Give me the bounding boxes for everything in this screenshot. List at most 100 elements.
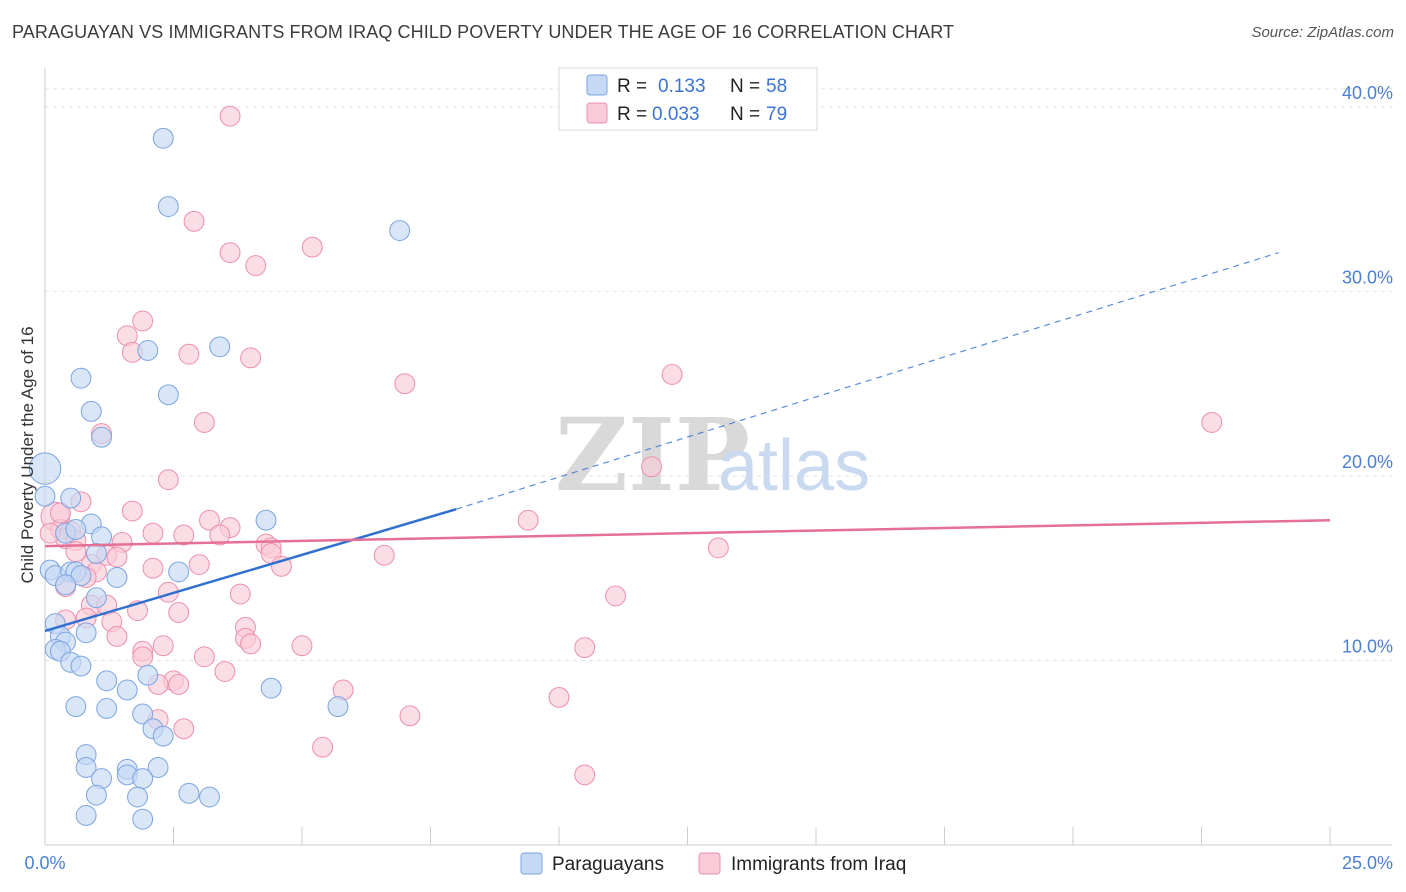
paraguayan-point (147, 757, 169, 778)
iraq-point (132, 310, 154, 332)
paraguayan-point (157, 384, 179, 406)
iraq-point (132, 646, 154, 668)
paraguayan-point (28, 452, 62, 485)
iraq-point (548, 686, 570, 708)
legend-r-label-blue: R = (617, 76, 647, 97)
tick-labels: 10.0% 20.0% 30.0% 40.0% 0.0% 25.0% (24, 83, 1393, 873)
paraguayan-point (132, 808, 154, 830)
legend-n-value-blue: 58 (766, 76, 787, 97)
paraguayan-point (157, 196, 179, 217)
iraq-point (214, 661, 236, 682)
paraguayan-point (65, 519, 87, 540)
iraq-point (291, 635, 313, 657)
paraguayan-point (60, 487, 82, 509)
iraq-point (173, 524, 195, 546)
paraguayan-point (85, 784, 107, 806)
iraq-point (517, 509, 539, 531)
iraq-point (641, 456, 662, 478)
iraq-point (229, 583, 251, 605)
x-tick-label-max: 25.0% (1342, 853, 1393, 873)
paraguayan-point (132, 768, 154, 790)
y-axis-label: Child Poverty Under the Age of 16 (18, 326, 37, 583)
iraq-point (173, 718, 195, 740)
legend-swatch-blue (586, 74, 608, 96)
iraq-point (574, 764, 596, 786)
iraq-point (121, 500, 143, 522)
paraguayan-trend-line (44, 507, 457, 633)
iraq-point (219, 242, 241, 264)
bottom-legend-swatch-blue (520, 852, 543, 875)
paraguayan-trend-extension (456, 252, 1279, 510)
paraguayan-point (199, 786, 220, 808)
iraq-point (1201, 412, 1223, 433)
iraq-point (219, 105, 241, 127)
watermark-zip: ZIP (555, 396, 750, 514)
iraq-point (168, 674, 190, 695)
y-tick-label: 10.0% (1342, 636, 1393, 656)
paraguayan-point (327, 696, 349, 718)
iraq-point (106, 626, 128, 647)
paraguayan-point (96, 670, 118, 692)
paraguayan-point (389, 220, 411, 241)
iraq-point (168, 602, 190, 623)
paraguayan-point (255, 509, 277, 531)
paraguayan-point (127, 786, 148, 808)
paraguayan-point (137, 340, 159, 361)
iraq-point (661, 364, 683, 385)
grid-lines (45, 88, 1392, 661)
iraq-point (49, 502, 71, 524)
paraguayan-point (65, 696, 87, 718)
paraguayan-point (80, 400, 102, 422)
paraguayan-point (55, 574, 76, 596)
paraguayan-point (85, 543, 107, 564)
iraq-point (142, 522, 164, 544)
paraguayan-point (34, 485, 56, 507)
legend-n-value-pink: 79 (766, 104, 787, 125)
y-tick-label: 20.0% (1342, 452, 1393, 472)
legend-r-label-pink: R = (617, 104, 647, 125)
paraguayan-point (137, 664, 159, 686)
iraq-point (240, 633, 262, 655)
paraguayan-point (132, 703, 154, 725)
paraguayan-point (178, 782, 200, 804)
iraq-point (399, 705, 421, 727)
iraq-point (142, 557, 164, 579)
iraq-point (209, 524, 231, 546)
iraq-point (574, 637, 596, 658)
paraguayan-point (168, 561, 190, 583)
paraguayan-point (260, 677, 282, 699)
paraguayan-point (70, 655, 92, 677)
source-label: Source: ZipAtlas.com (1251, 24, 1394, 41)
x-tick-label-min: 0.0% (24, 853, 65, 873)
iraq-point (178, 343, 200, 365)
paraguayan-point (106, 567, 128, 588)
legend-swatch-pink (586, 102, 608, 124)
iraq-point (245, 255, 267, 277)
correlation-legend: R = 0.133 N = 58 R = 0.033 N = 79 (558, 67, 818, 131)
paraguayan-point (91, 426, 112, 448)
iraq-point (152, 635, 174, 657)
iraq-point (157, 469, 179, 491)
iraq-point (199, 509, 220, 531)
chart-title: PARAGUAYAN VS IMMIGRANTS FROM IRAQ CHILD… (12, 22, 955, 42)
bottom-legend-swatch-pink (698, 852, 721, 875)
paraguayan-point (70, 565, 92, 587)
paraguayan-point (96, 698, 118, 719)
iraq-point (188, 554, 210, 575)
paraguayan-point (70, 367, 92, 389)
bottom-legend-label-blue: Paraguayans (552, 854, 664, 875)
iraq-point (240, 347, 262, 369)
iraq-point (707, 537, 729, 559)
watermark-atlas: atlas (718, 426, 870, 506)
series-paraguayans-points (28, 127, 411, 830)
iraq-point (301, 236, 323, 258)
paraguayan-point (152, 127, 174, 149)
trend-lines (44, 252, 1331, 633)
y-tick-label: 30.0% (1342, 267, 1393, 287)
paraguayan-point (75, 757, 97, 778)
paraguayan-point (85, 587, 107, 609)
paraguayan-point (75, 622, 97, 644)
iraq-point (193, 646, 215, 668)
legend-n-label-blue: N = (730, 76, 760, 97)
